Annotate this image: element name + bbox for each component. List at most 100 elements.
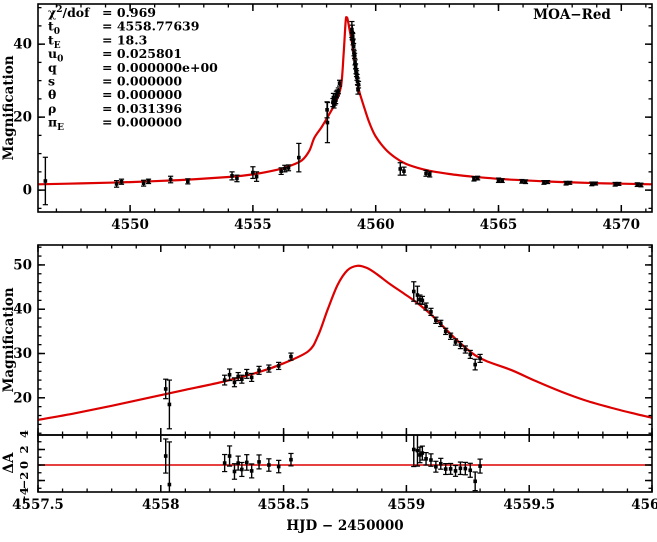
y-tick-label: 30 <box>13 346 32 362</box>
data-point <box>296 142 302 173</box>
data-point <box>234 174 240 183</box>
fit-param-value: = 0.000000 <box>102 74 182 89</box>
data-point <box>567 180 573 185</box>
x-tick-label: 4555 <box>234 217 272 233</box>
fit-param-value: = 0.000000e+00 <box>102 60 218 75</box>
fit-param-value: = 0.025801 <box>102 46 182 61</box>
data-point <box>249 372 255 383</box>
data-point <box>266 364 272 373</box>
fit-parameter-block: χ2/dof = 0.969 t0 = 4558.77639 tE = 18.3 u0 = 0… <box>48 5 218 133</box>
fit-param-symbol: θ <box>48 87 56 102</box>
fit-param-value: = 18.3 <box>102 32 147 47</box>
y-tick-label: 40 <box>13 302 32 318</box>
full-light-curve-axes: 4550 4555 4560 4565 4570 0 20 40 <box>13 3 653 233</box>
data-point <box>592 181 599 186</box>
data-point <box>239 461 245 478</box>
x-tick-label: 4559.5 <box>503 497 555 513</box>
data-point <box>419 295 425 305</box>
data-point <box>457 461 464 476</box>
peak-zoom-layer <box>38 264 652 430</box>
data-point <box>239 374 245 384</box>
data-point <box>256 454 262 470</box>
fit-param-symbol: u0 <box>48 46 63 65</box>
fit-param-symbol: tE <box>48 32 61 51</box>
data-point <box>350 42 357 50</box>
data-point <box>448 462 454 475</box>
data-point <box>499 178 505 184</box>
residual-y-tick-label: 0 <box>17 461 31 469</box>
data-point <box>336 79 343 87</box>
data-point <box>145 178 152 185</box>
data-point <box>438 457 444 470</box>
data-point <box>462 461 468 476</box>
residual-y-tick-label: 4 <box>17 430 31 438</box>
data-point <box>288 352 294 361</box>
y-tick-label: 20 <box>13 110 32 126</box>
data-point <box>235 371 241 382</box>
y-tick-label: 40 <box>13 37 32 53</box>
data-point <box>278 167 284 176</box>
data-point <box>457 340 464 350</box>
data-point <box>351 52 358 59</box>
y-tick-label: 20 <box>13 390 32 406</box>
fit-param-symbol: s <box>48 74 55 89</box>
fit-param-value: = 0.000000 <box>102 87 182 102</box>
x-tick-label: 4565 <box>480 217 518 233</box>
residuals-layer <box>38 435 652 492</box>
data-point <box>276 361 282 371</box>
data-point <box>462 345 468 354</box>
data-point <box>448 332 454 340</box>
data-point <box>226 368 233 382</box>
data-point <box>443 327 449 336</box>
y-tick-label: 0 <box>23 183 32 199</box>
data-point <box>285 164 292 172</box>
data-point <box>249 463 255 479</box>
data-point <box>472 358 478 371</box>
data-point <box>226 445 233 467</box>
data-point <box>276 459 282 474</box>
data-point <box>452 338 459 346</box>
fit-param-symbol: πE <box>48 115 64 134</box>
data-point <box>428 307 434 317</box>
data-point <box>118 178 125 185</box>
data-point <box>452 464 459 477</box>
x-tick-label: 4560 <box>631 497 657 513</box>
data-point <box>438 319 444 328</box>
x-tick-label: 4557.5 <box>12 497 64 513</box>
data-point <box>475 175 481 181</box>
data-point <box>612 181 618 187</box>
residual-y-tick-label: 2 <box>17 445 31 453</box>
data-point <box>288 452 294 467</box>
x-tick-label: 4560 <box>357 217 395 233</box>
data-point <box>467 462 473 478</box>
data-point <box>222 374 228 386</box>
peak-zoom-data-points <box>163 281 483 430</box>
residuals-data-points <box>163 435 483 492</box>
residual-y-tick-label: −2 <box>17 472 31 490</box>
data-point <box>423 302 429 311</box>
zoom-panel-ylabel: Magnification <box>1 287 17 392</box>
data-point <box>222 453 228 473</box>
fit-param-symbol: χ2/dof <box>48 5 91 20</box>
x-tick-label: 4558.5 <box>258 497 310 513</box>
data-point <box>545 180 551 185</box>
data-point <box>355 80 362 89</box>
x-tick-label: 4559 <box>388 497 426 513</box>
y-tick-label: 50 <box>13 257 32 273</box>
data-point <box>401 166 407 176</box>
data-point <box>163 438 169 474</box>
data-point <box>168 175 174 184</box>
data-point <box>428 453 434 467</box>
data-point <box>616 181 622 186</box>
data-point <box>231 377 238 388</box>
top-panel-ylabel: Magnification <box>1 55 17 160</box>
data-point <box>423 169 429 177</box>
data-point <box>250 166 256 180</box>
data-point <box>522 179 529 185</box>
data-point <box>166 441 172 492</box>
data-point <box>419 445 425 461</box>
